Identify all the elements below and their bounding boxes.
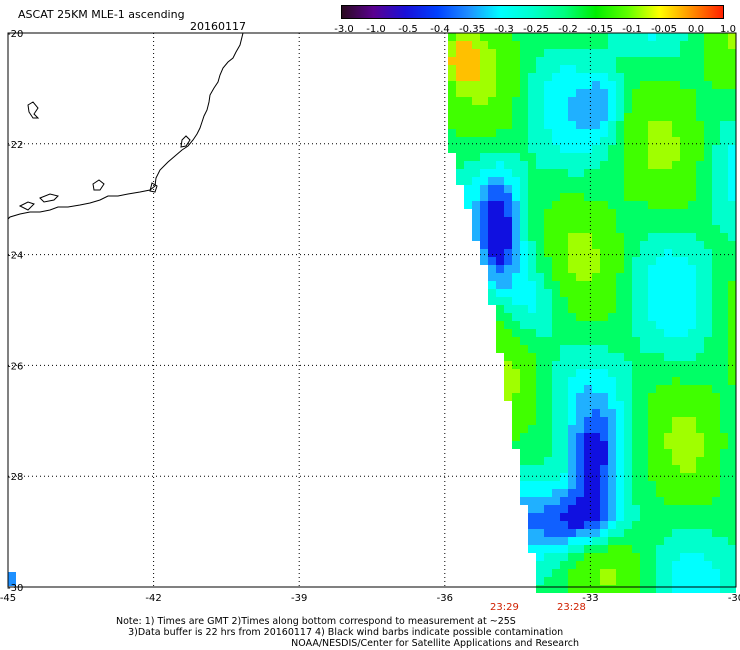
colorbar-label: -1.0	[366, 24, 386, 35]
plot-frame	[7, 32, 737, 588]
longitude-label: -45	[0, 593, 16, 604]
colorbar-label: -0.25	[523, 24, 549, 35]
longitude-label: -42	[145, 593, 161, 604]
longitude-label: -30	[728, 593, 740, 604]
colorbar	[341, 5, 724, 19]
time-label-1: 23:29	[490, 602, 519, 613]
colorbar-label: 1.0	[720, 24, 736, 35]
longitude-label: -39	[291, 593, 307, 604]
grid-lines	[8, 33, 736, 587]
latitude-label: -28	[7, 472, 23, 483]
colorbar-label: -0.4	[430, 24, 450, 35]
colorbar-label: -0.15	[587, 24, 613, 35]
colorbar-label: 0.0	[688, 24, 704, 35]
note-line-1: Note: 1) Times are GMT 2)Times along bot…	[116, 616, 516, 627]
latitude-label: -22	[7, 140, 23, 151]
colorbar-labels: -3.0 -1.0 -0.5 -0.4 -0.35 -0.3 -0.25 -0.2 -0.15-…	[334, 24, 736, 36]
colorbar-label: -0.1	[622, 24, 642, 35]
coastline-detail	[18, 101, 191, 211]
colorbar-label: -0.05	[651, 24, 677, 35]
note-line-3: NOAA/NESDIS/Center for Satellite Applica…	[291, 638, 580, 649]
latitude-label: -30	[7, 583, 23, 594]
colorbar-label: -0.5	[398, 24, 418, 35]
coastline	[7, 32, 244, 220]
map-date: 20160117	[190, 20, 246, 33]
footnote: Note: 1) Times are GMT 2)Times along bot…	[116, 616, 579, 649]
colorbar-label: -0.3	[494, 24, 514, 35]
time-label-2: 23:28	[557, 602, 586, 613]
latitude-label: -20	[7, 29, 23, 40]
longitude-label: -36	[437, 593, 453, 604]
colorbar-label: -0.35	[459, 24, 485, 35]
latitude-label: -24	[7, 251, 23, 262]
longitude-label: -33	[582, 593, 598, 604]
longitude-labels: -45 -42 -39 -36 -33 -30	[0, 593, 740, 604]
latitude-label: -26	[7, 361, 23, 372]
wind-data-swath	[448, 33, 736, 593]
colorbar-label: -0.2	[558, 24, 578, 35]
data-pixel-bottom-left	[8, 572, 16, 586]
colorbar-label: -3.0	[334, 24, 354, 35]
map-title: ASCAT 25KM MLE-1 ascending	[18, 8, 185, 21]
latitude-labels: -20 -22 -24 -26 -28 -30	[7, 29, 23, 594]
note-line-2: 3)Data buffer is 22 hrs from 20160117 4)…	[128, 627, 564, 638]
